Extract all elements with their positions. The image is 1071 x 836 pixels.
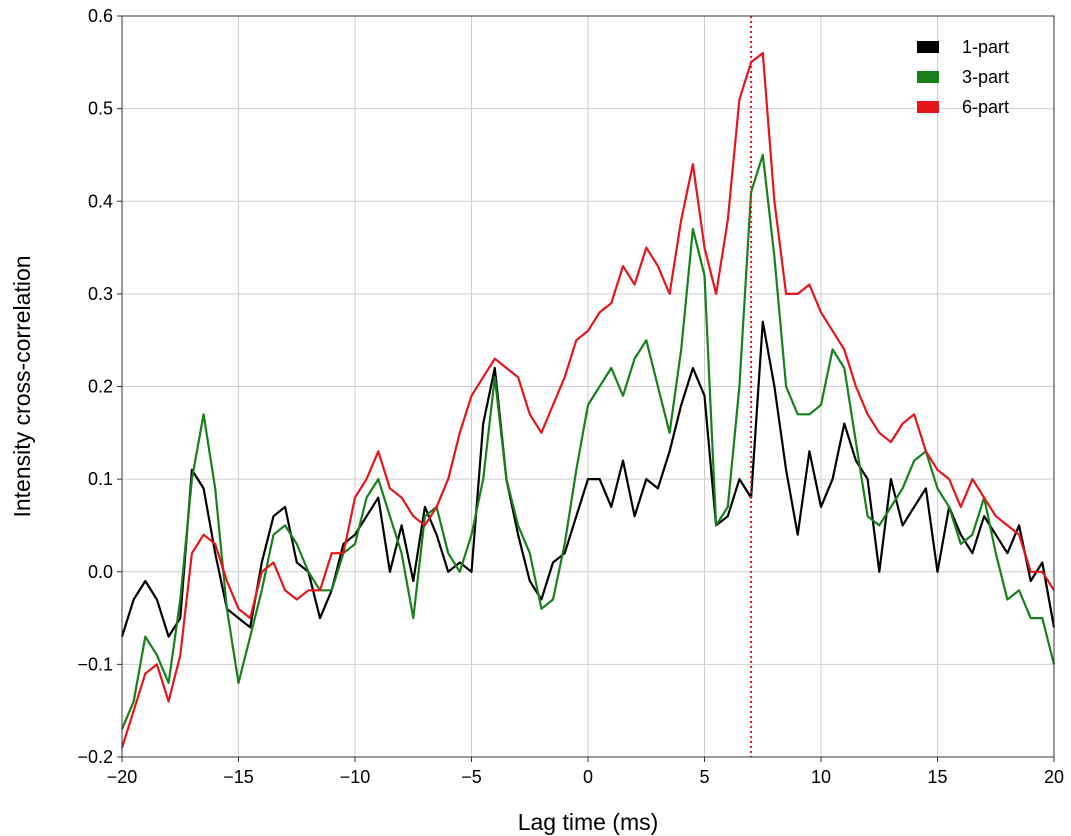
- x-tick-label: 10: [811, 767, 831, 787]
- series-line-1-part: [120, 320, 1056, 638]
- legend-swatch: [917, 71, 939, 83]
- legend: 1-part 3-part 6-part: [917, 37, 1009, 117]
- x-axis-ticks: −20 −15 −10 −5 0 5 10 15 20: [107, 757, 1064, 787]
- series-line-6-part: [120, 51, 1055, 749]
- y-tick-label: 0.2: [88, 377, 113, 397]
- y-axis-ticks: −0.2 −0.1 0.0 0.1 0.2 0.3 0.4 0.5 0.6: [77, 6, 122, 767]
- x-tick-label: −5: [461, 767, 482, 787]
- x-tick-label: 0: [583, 767, 593, 787]
- x-axis-label: Lag time (ms): [518, 809, 659, 835]
- y-tick-label: −0.1: [77, 654, 113, 674]
- legend-label: 3-part: [962, 67, 1009, 87]
- y-tick-label: 0.0: [88, 562, 113, 582]
- y-tick-label: 0.1: [88, 469, 113, 489]
- legend-swatch: [917, 41, 939, 53]
- series-lines: [120, 51, 1056, 749]
- y-tick-label: 0.5: [88, 99, 113, 119]
- x-tick-label: −15: [223, 767, 254, 787]
- y-axis-label: Intensity cross-correlation: [9, 255, 35, 517]
- y-tick-label: −0.2: [77, 747, 113, 767]
- legend-label: 6-part: [962, 97, 1009, 117]
- legend-label: 1-part: [962, 37, 1009, 57]
- legend-swatch: [917, 101, 939, 113]
- y-tick-label: 0.6: [88, 6, 113, 26]
- x-tick-label: −20: [107, 767, 138, 787]
- y-tick-label: 0.3: [88, 284, 113, 304]
- x-tick-label: −10: [340, 767, 371, 787]
- x-tick-label: 5: [699, 767, 709, 787]
- y-tick-label: 0.4: [88, 191, 113, 211]
- x-tick-label: 20: [1044, 767, 1064, 787]
- x-tick-label: 15: [927, 767, 947, 787]
- series-line-3-part: [120, 153, 1056, 730]
